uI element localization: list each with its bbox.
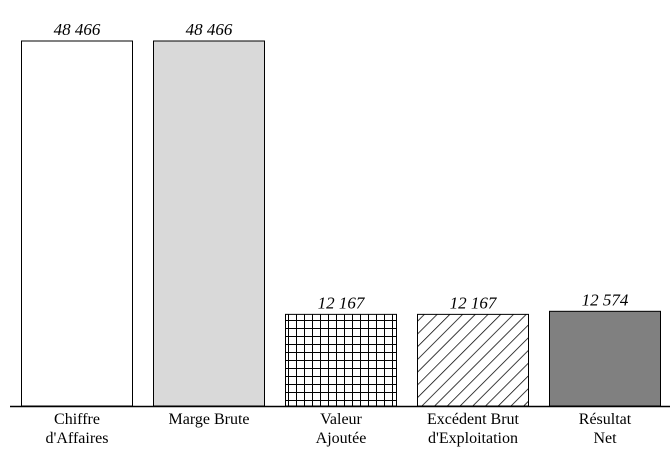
x-tick-label: Excédent Brut d'Exploitation [427,411,519,447]
x-tick-label: Valeur Ajoutée [315,411,367,447]
bar [153,40,265,407]
x-tick-label: Marge Brute [168,411,250,428]
value-label: 12 167 [450,293,498,312]
bar [549,310,661,407]
x-tick-label: Résultat Net [578,411,632,447]
value-label: 12 574 [582,290,629,309]
value-label: 48 466 [54,20,101,39]
bar [285,313,397,407]
value-label: 48 466 [186,20,233,39]
value-label: 12 167 [318,293,366,312]
bar [417,313,529,407]
bar [21,40,133,407]
x-tick-label: Chiffre d'Affaires [45,411,109,447]
